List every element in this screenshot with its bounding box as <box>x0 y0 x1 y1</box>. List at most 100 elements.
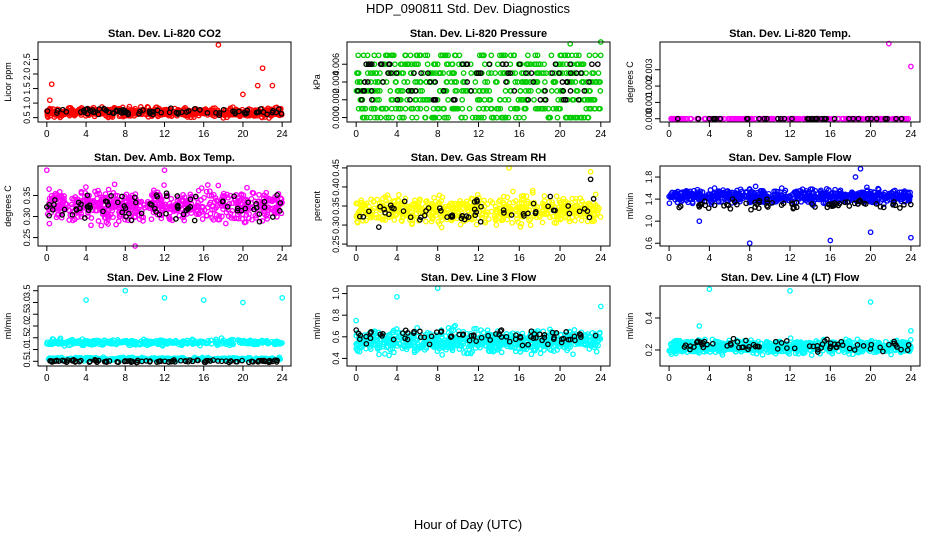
data-point <box>95 218 102 224</box>
data-point-black <box>898 115 905 122</box>
data-point-black <box>175 205 181 211</box>
data-point <box>445 96 451 103</box>
data-point <box>573 88 580 94</box>
x-tick-label: 20 <box>237 253 249 264</box>
data-point <box>516 114 522 121</box>
outlier-point <box>269 82 276 89</box>
data-point <box>525 70 531 76</box>
data-point <box>376 96 382 103</box>
data-point <box>545 105 552 112</box>
data-point-black <box>121 108 128 114</box>
data-point-black <box>440 88 447 94</box>
data-point <box>220 190 227 197</box>
data-point-black <box>761 115 768 122</box>
data-point <box>752 183 759 190</box>
x-tick-label: 8 <box>122 129 128 140</box>
data-point-black <box>174 193 181 199</box>
data-point-black <box>573 70 580 76</box>
data-point <box>440 70 447 76</box>
x-tick-label: 24 <box>595 129 607 140</box>
data-point-black <box>128 217 135 224</box>
data-point-black <box>354 88 361 94</box>
data-point-black <box>146 108 153 115</box>
data-point <box>587 96 594 103</box>
x-tick-label: 20 <box>554 253 566 264</box>
data-point <box>505 114 512 121</box>
data-point-black <box>499 61 506 68</box>
data-point-black <box>192 193 199 200</box>
data-point <box>96 190 103 197</box>
data-point <box>728 115 734 122</box>
y-tick-label: 0.000 <box>331 106 341 129</box>
x-tick-label: 24 <box>277 129 289 140</box>
data-point-black <box>179 109 185 115</box>
data-point <box>397 105 404 112</box>
data-point-black <box>69 211 76 218</box>
data-point-black <box>260 109 267 115</box>
x-tick-label: 12 <box>784 253 796 264</box>
data-point-black <box>503 61 509 68</box>
x-tick-label: 0 <box>44 129 50 140</box>
data-point-black <box>567 70 574 76</box>
data-point <box>439 52 446 59</box>
data-point-black <box>59 106 66 113</box>
data-point <box>413 61 420 68</box>
data-point <box>216 213 222 219</box>
data-point <box>537 61 544 68</box>
data-point-black <box>119 209 126 216</box>
data-point <box>180 191 186 198</box>
data-point <box>364 70 371 76</box>
data-point <box>444 79 450 85</box>
x-tick-label: 16 <box>825 253 837 264</box>
data-point-black <box>713 115 719 122</box>
outlier-point <box>279 294 286 301</box>
data-point <box>492 79 499 85</box>
data-point <box>402 105 409 112</box>
data-point-black <box>432 79 439 85</box>
data-point <box>553 193 560 200</box>
data-point <box>199 204 206 211</box>
y-tick-label: 2.0 <box>22 320 32 333</box>
data-point-black <box>253 201 259 207</box>
data-point <box>527 61 534 68</box>
data-points <box>668 40 914 122</box>
data-point-black <box>846 203 853 209</box>
y-tick-label: 3.0 <box>22 296 32 309</box>
data-point-black <box>269 214 276 220</box>
data-point <box>488 105 495 112</box>
data-point <box>687 115 694 122</box>
x-tick-label: 16 <box>825 129 837 140</box>
data-point <box>553 105 560 112</box>
x-tick-label: 12 <box>784 129 796 140</box>
y-tick-label: 0.6 <box>644 237 654 250</box>
data-point-black <box>360 88 367 94</box>
data-point <box>591 105 598 112</box>
data-point-black <box>764 115 770 122</box>
y-tick-label: 0.40 <box>331 178 341 196</box>
data-point <box>46 220 53 227</box>
x-tick-label: 0 <box>44 373 50 384</box>
data-point <box>92 188 98 195</box>
data-point <box>204 212 210 219</box>
data-point-black <box>216 110 223 116</box>
data-point-black <box>256 211 263 217</box>
x-tick-label: 8 <box>747 129 753 140</box>
data-point <box>430 70 437 76</box>
data-point <box>370 70 376 76</box>
x-tick-label: 20 <box>865 253 877 264</box>
panel-title: Stan. Dev. Gas Stream RH <box>411 152 547 164</box>
data-point <box>445 52 451 59</box>
data-point <box>567 114 574 121</box>
data-point <box>589 70 595 76</box>
data-point <box>392 61 398 68</box>
outlier-point <box>867 229 874 236</box>
data-point-black <box>575 96 582 103</box>
data-point <box>461 79 468 85</box>
data-point <box>105 186 112 193</box>
plot-frame <box>37 285 292 367</box>
data-point <box>475 114 482 121</box>
data-point <box>420 96 426 103</box>
data-point <box>541 61 547 68</box>
